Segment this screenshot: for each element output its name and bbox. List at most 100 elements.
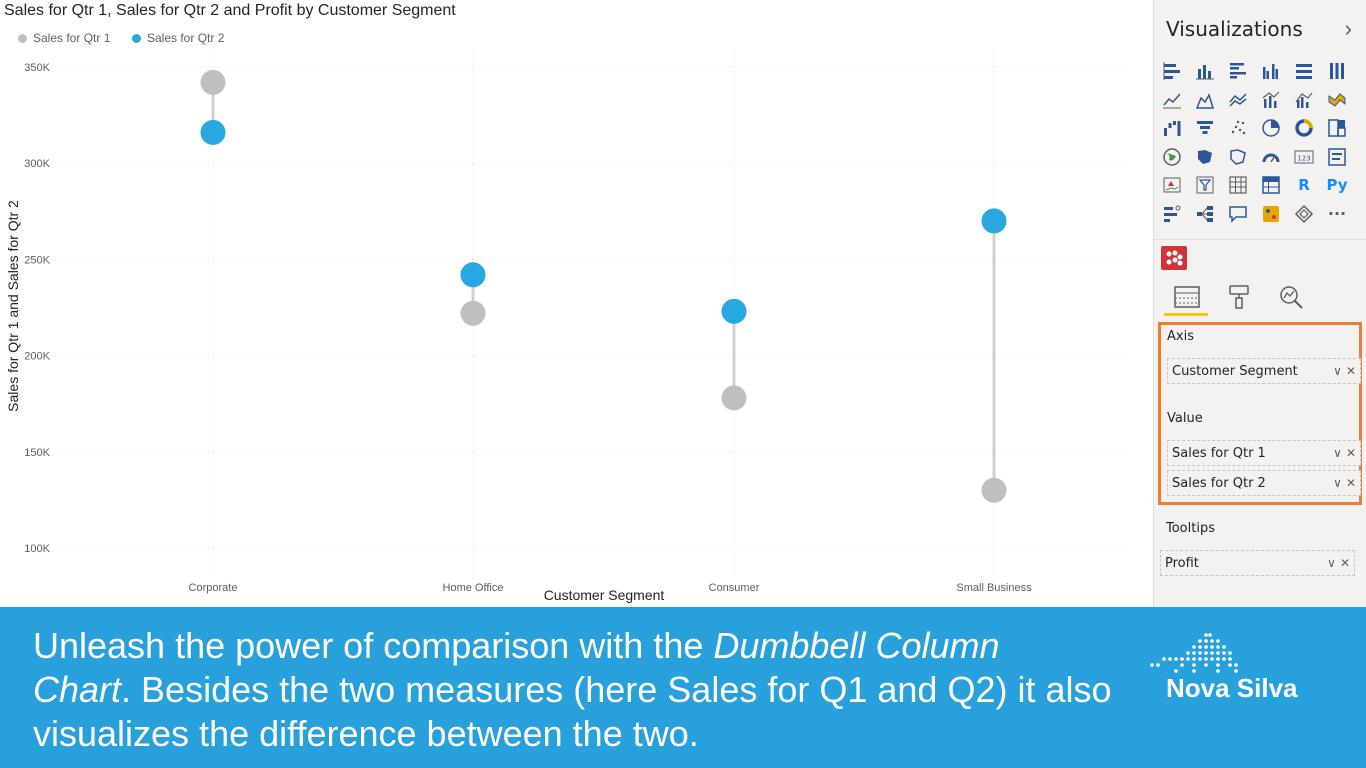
y-tick-label: 350K (24, 62, 50, 74)
chart-title: Sales for Qtr 1, Sales for Qtr 2 and Pro… (4, 2, 456, 19)
stacked-area-icon[interactable] (1227, 89, 1249, 111)
legend-item-qtr1[interactable]: Sales for Qtr 1 (18, 31, 110, 45)
more-label: ··· (1327, 204, 1347, 223)
clustered-bar-icon[interactable] (1227, 60, 1249, 82)
dumbbell-chart: 100K 150K 200K 250K 300K 350K Corporate Home Of… (5, 50, 1125, 603)
stacked-bar-icon[interactable] (1161, 60, 1183, 82)
power-apps-icon[interactable] (1293, 203, 1315, 225)
line-chart-icon[interactable] (1161, 89, 1183, 111)
chevron-down-icon[interactable]: ∨ (1333, 476, 1342, 490)
scatter-icon[interactable] (1227, 117, 1249, 139)
r-visual-icon[interactable]: R (1293, 174, 1315, 196)
legend-item-qtr2[interactable]: Sales for Qtr 2 (132, 31, 224, 45)
logo-dot (1204, 663, 1208, 667)
logo-dot (1222, 651, 1226, 655)
tooltip-field-profit[interactable]: Profit ∨ ✕ (1160, 550, 1355, 576)
logo-dot (1168, 657, 1172, 661)
chevron-down-icon[interactable]: ∨ (1333, 364, 1342, 378)
100-column-icon[interactable] (1326, 60, 1348, 82)
decomposition-tree-icon[interactable] (1194, 203, 1216, 225)
line-column-icon[interactable] (1260, 89, 1282, 111)
logo-dot (1174, 669, 1178, 673)
waterfall-icon[interactable] (1161, 117, 1183, 139)
logo-dot (1198, 651, 1202, 655)
multi-row-card-icon[interactable] (1326, 146, 1348, 168)
legend-label-qtr1: Sales for Qtr 1 (33, 31, 111, 45)
logo-dot (1216, 669, 1220, 673)
y-tick-label: 100K (24, 543, 50, 555)
clustered-column-icon[interactable] (1260, 60, 1282, 82)
logo-dot (1222, 657, 1226, 661)
y-tick-label: 200K (24, 351, 50, 363)
filled-map-icon[interactable] (1194, 146, 1216, 168)
logo-dot (1216, 645, 1220, 649)
collapse-pane-chevron-icon[interactable]: › (1344, 16, 1352, 41)
logo-dot (1216, 663, 1220, 667)
point-qtr1 (460, 300, 486, 326)
x-tick-label: Small Business (956, 582, 1032, 594)
point-qtr2 (981, 208, 1007, 234)
map-icon[interactable] (1161, 146, 1183, 168)
key-influencers-icon[interactable] (1161, 203, 1183, 225)
field-name: Sales for Qtr 2 (1172, 475, 1266, 491)
python-visual-icon[interactable]: Py (1326, 174, 1348, 196)
stacked-column-icon[interactable] (1194, 60, 1216, 82)
r-label: R (1298, 176, 1310, 194)
logo-dot (1204, 645, 1208, 649)
dumbbell-custom-visual-icon[interactable] (1161, 246, 1187, 270)
value-well-label: Value (1167, 411, 1203, 426)
more-icon[interactable]: ··· (1326, 203, 1348, 225)
logo-dot (1234, 669, 1238, 673)
caption-part2: . Besides the two measures (here Sales f… (33, 669, 1112, 754)
logo-dot (1192, 651, 1196, 655)
logo-dot (1228, 657, 1232, 661)
close-icon[interactable]: ✕ (1345, 446, 1356, 460)
card-icon[interactable]: 123 (1293, 146, 1315, 168)
qa-icon[interactable] (1227, 203, 1249, 225)
logo-dot (1162, 657, 1166, 661)
line-clustered-icon[interactable] (1293, 89, 1315, 111)
logo-dot (1204, 657, 1208, 661)
ribbon-chart-icon[interactable] (1326, 89, 1348, 111)
value-field-sales-qtr1[interactable]: Sales for Qtr 1 ∨ ✕ (1167, 440, 1361, 466)
funnel-icon[interactable] (1194, 117, 1216, 139)
field-wells-highlight: Axis Customer Segment ∨ ✕ Value Sales for… (1158, 322, 1362, 505)
tooltips-well-label: Tooltips (1166, 521, 1215, 536)
area-chart-icon[interactable] (1194, 89, 1216, 111)
donut-icon[interactable] (1293, 117, 1315, 139)
close-icon[interactable]: ✕ (1339, 556, 1350, 570)
custom-visual-icon[interactable] (1260, 203, 1282, 225)
logo-dot (1192, 645, 1196, 649)
analytics-tab-icon[interactable] (1276, 282, 1306, 312)
format-tab-icon[interactable] (1224, 282, 1254, 312)
logo-dot (1210, 651, 1214, 655)
chevron-down-icon[interactable]: ∨ (1333, 446, 1342, 460)
slicer-icon[interactable] (1194, 174, 1216, 196)
field-name: Profit (1165, 555, 1199, 571)
gauge-icon[interactable] (1260, 146, 1282, 168)
logo-dot (1174, 657, 1178, 661)
shape-map-icon[interactable] (1227, 146, 1249, 168)
matrix-icon[interactable] (1260, 174, 1282, 196)
logo-dot (1186, 651, 1190, 655)
logo-dot (1210, 639, 1214, 643)
logo-dot (1228, 663, 1232, 667)
pie-icon[interactable] (1260, 117, 1282, 139)
logo-dot (1222, 645, 1226, 649)
axis-field-customer-segment[interactable]: Customer Segment ∨ ✕ (1167, 358, 1361, 384)
close-icon[interactable]: ✕ (1345, 476, 1356, 490)
kpi-icon[interactable] (1161, 174, 1183, 196)
logo-dot (1204, 639, 1208, 643)
fields-tab-icon[interactable] (1172, 282, 1202, 312)
logo-dot (1216, 639, 1220, 643)
chart-area: 100K 150K 200K 250K 300K 350K Corporate Home Of… (4, 2, 1125, 603)
legend-marker-qtr2 (132, 33, 141, 43)
logo-dot (1192, 663, 1196, 667)
caption-emphasis-1: Dumbbell Column (713, 625, 1000, 666)
value-field-sales-qtr2[interactable]: Sales for Qtr 2 ∨ ✕ (1167, 470, 1361, 496)
chevron-down-icon[interactable]: ∨ (1327, 556, 1336, 570)
treemap-icon[interactable] (1326, 117, 1348, 139)
table-icon[interactable] (1227, 174, 1249, 196)
100-bar-icon[interactable] (1293, 60, 1315, 82)
close-icon[interactable]: ✕ (1345, 364, 1356, 378)
